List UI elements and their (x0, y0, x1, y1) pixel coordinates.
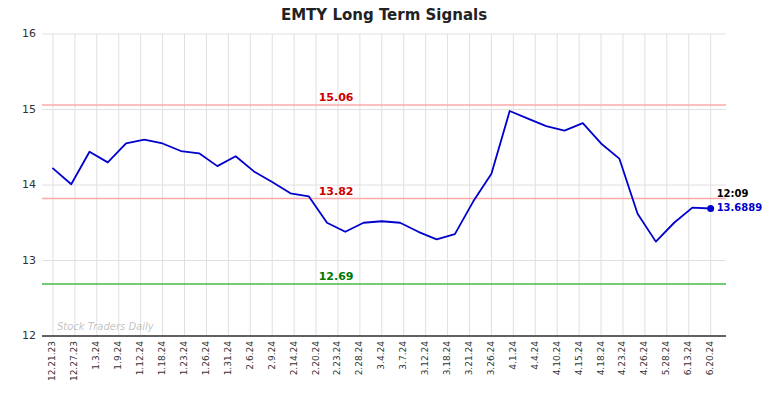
x-grid-line (688, 34, 689, 336)
x-grid-line (206, 34, 207, 336)
x-grid-line (359, 34, 360, 336)
x-grid-line (52, 34, 53, 336)
x-tick-label: 1.18.24 (157, 341, 167, 376)
x-tick-label: 3.4.24 (376, 341, 386, 370)
x-tick-label: 4.4.24 (530, 341, 540, 370)
watermark: Stock Traders Daily (57, 321, 155, 332)
x-tick-label: 4.18.24 (596, 341, 606, 376)
x-grid-line (557, 34, 558, 336)
x-tick-label: 1.26.24 (201, 341, 211, 376)
x-grid-line (184, 34, 185, 336)
x-grid-line (622, 34, 623, 336)
x-tick-label: 1.3.24 (91, 341, 101, 370)
x-grid-line (491, 34, 492, 336)
last-time-label: 12:09 (717, 188, 749, 199)
reference-line (42, 104, 726, 106)
x-tick-label: 6.20.24 (705, 341, 715, 376)
x-grid-line (403, 34, 404, 336)
y-tick-label: 15 (22, 103, 36, 116)
x-grid-line (74, 34, 75, 336)
x-tick-label: 3.18.24 (442, 341, 452, 376)
x-tick-label: 2.23.24 (332, 341, 342, 376)
x-grid-line (140, 34, 141, 336)
x-grid-line (579, 34, 580, 336)
x-tick-label: 12.21.23 (47, 341, 57, 381)
last-price-label: 13.6889 (717, 202, 763, 213)
x-tick-label: 12.27.23 (69, 341, 79, 381)
plot-area (42, 105, 726, 284)
x-grid-line (294, 34, 295, 336)
x-tick-label: 1.9.24 (113, 341, 123, 370)
x-tick-label: 4.15.24 (574, 341, 584, 376)
x-tick-label: 2.6.24 (245, 341, 255, 370)
reference-label: 15.06 (319, 91, 354, 104)
chart: 12 13 14 15 16 12.21.23 12.27.23 1.3.24 1.9.24 1.… (0, 0, 784, 398)
title: EMTY Long Term Signals (281, 6, 487, 24)
x-tick-label: 2.28.24 (354, 341, 364, 376)
x-tick-label: 1.12.24 (135, 341, 145, 376)
x-grid-line (228, 34, 229, 336)
y-grid-line (42, 336, 726, 337)
y-tick-label: 12 (22, 329, 36, 342)
x-grid-line (425, 34, 426, 336)
x-grid-line (710, 34, 711, 336)
x-tick-label: 4.1.24 (508, 341, 518, 370)
x-tick-label: 6.13.24 (683, 341, 693, 376)
x-grid-line (447, 34, 448, 336)
x-grid-line (162, 34, 163, 336)
x-tick-label: 3.26.24 (486, 341, 496, 376)
y-tick-label: 14 (22, 178, 36, 191)
x-grid-line (601, 34, 602, 336)
last-point (707, 205, 714, 212)
x-grid-line (469, 34, 470, 336)
reference-line (42, 198, 726, 200)
x-grid-line (513, 34, 514, 336)
x-grid-line (666, 34, 667, 336)
x-grid-line (535, 34, 536, 336)
x-axis-line (42, 335, 726, 337)
reference-label: 13.82 (319, 185, 354, 198)
reference-line (42, 283, 726, 285)
x-grid-line (316, 34, 317, 336)
x-tick-label: 3.12.24 (420, 341, 430, 376)
x-tick-label: 2.20.24 (311, 341, 321, 376)
x-grid-line (250, 34, 251, 336)
x-tick-label: 4.23.24 (617, 341, 627, 376)
y-tick-label: 13 (22, 254, 36, 267)
x-tick-label: 1.23.24 (179, 341, 189, 376)
x-grid-line (644, 34, 645, 336)
y-tick-label: 16 (22, 27, 36, 40)
x-tick-label: 5.28.24 (661, 341, 671, 376)
x-tick-label: 2.14.24 (289, 341, 299, 376)
x-tick-label: 3.7.24 (398, 341, 408, 370)
x-grid-line (272, 34, 273, 336)
x-tick-label: 4.10.24 (552, 341, 562, 376)
x-tick-label: 2.9.24 (267, 341, 277, 370)
reference-label: 12.69 (319, 270, 354, 283)
x-tick-label: 4.26.24 (639, 341, 649, 376)
x-tick-label: 3.21.24 (464, 341, 474, 376)
x-grid-line (96, 34, 97, 336)
x-tick-label: 1.31.24 (223, 341, 233, 376)
x-grid-line (381, 34, 382, 336)
x-grid-line (118, 34, 119, 336)
price-line (53, 111, 711, 242)
